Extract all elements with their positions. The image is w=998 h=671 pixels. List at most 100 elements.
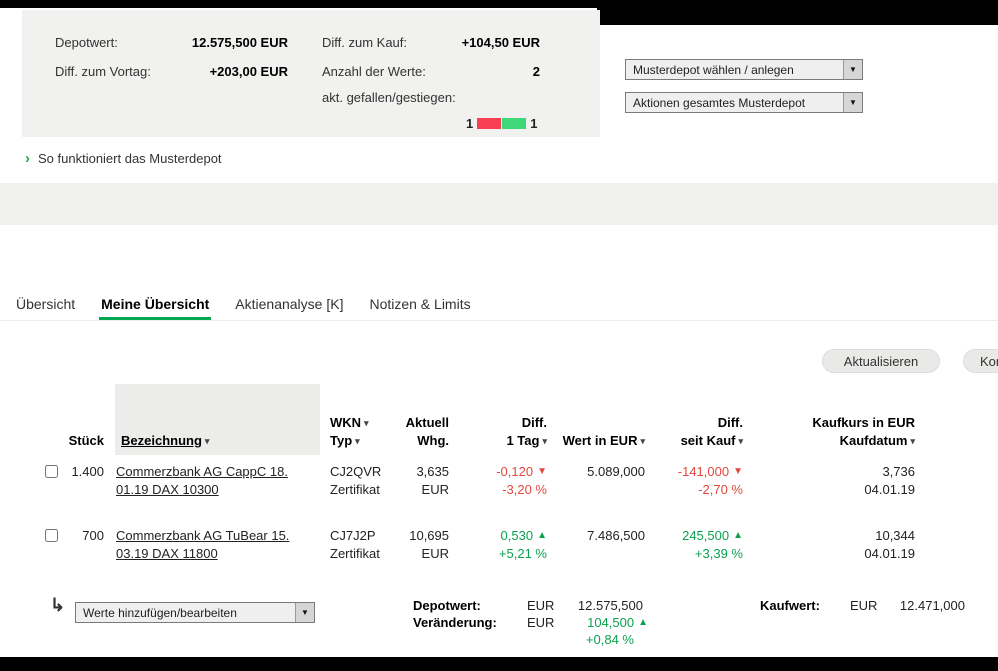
risen-bar (502, 118, 527, 129)
diff-kauf-pct: -2,70 % (698, 482, 743, 497)
wkn-value: CJ2QVR (330, 464, 382, 479)
tab-notizen-limits[interactable]: Notizen & Limits (369, 296, 471, 312)
header-kaufdatum-label[interactable]: Kaufdatum (839, 433, 908, 448)
diff-kauf-value: 245,500 (682, 528, 730, 543)
top-black-bar (0, 0, 998, 8)
anzahl-werte-value: 2 (532, 64, 540, 79)
kurs-value: 10,695 (409, 528, 449, 543)
row-checkbox[interactable] (45, 465, 58, 478)
diff-1tag-pct: -3,20 % (502, 482, 547, 497)
footer-depotwert-currency: EUR (527, 598, 555, 613)
tab-bar: Übersicht Meine Übersicht Aktienanalyse … (0, 292, 998, 321)
header-wert-in-eur[interactable]: Wert in EUR ▾ (547, 384, 645, 455)
typ-value: Zertifikat (330, 546, 380, 561)
diff-1tag-pct: +5,21 % (498, 546, 547, 561)
depotwert-label: Depotwert: (55, 35, 118, 50)
instrument-link[interactable]: 03.19 DAX 11800 (116, 546, 218, 561)
top-right-black-bar (597, 0, 998, 25)
header-aktuell-label: Aktuell (405, 415, 449, 430)
kaufkurs-value: 10,344 (875, 528, 915, 543)
sort-icon: ▾ (640, 436, 645, 446)
stueck-cell: 1.400 (71, 464, 104, 479)
table-row: 1.400 Commerzbank AG CappC 18. 01.19 DAX… (0, 455, 998, 519)
diff-1tag-cell: -0,120 ▼ -3,20 % (449, 463, 547, 499)
instrument-link[interactable]: Commerzbank AG CappC 18. (116, 464, 288, 479)
table-header-row: Stück Bezeichnung ▾ WKN ▾ Typ ▾ Aktu (0, 384, 998, 455)
header-kaufkurs-label: Kaufkurs in EUR (812, 415, 915, 430)
footer-kaufwert-label: Kaufwert: (760, 598, 820, 613)
footer-veraenderung-label: Veränderung: (413, 615, 497, 630)
sort-icon: ▾ (355, 436, 360, 446)
sort-icon: ▾ (910, 436, 915, 446)
refresh-button[interactable]: Aktualisieren (822, 349, 940, 373)
bottom-black-bar (0, 657, 998, 671)
wkn-value: CJ7J2P (330, 528, 376, 543)
depot-table: Stück Bezeichnung ▾ WKN ▾ Typ ▾ Aktu (0, 384, 998, 583)
wkn-typ-cell: CJ7J2P Zertifikat (320, 527, 404, 563)
wert-cell: 7.486,500 (547, 527, 645, 563)
header-bezeichnung[interactable]: Bezeichnung ▾ (115, 384, 320, 455)
sort-icon: ▾ (738, 436, 743, 446)
stueck-cell: 700 (82, 528, 104, 543)
diff-seit-kauf-cell: 245,500 ▲ +3,39 % (645, 527, 743, 563)
diff-kauf-label: Diff. zum Kauf: (322, 35, 408, 50)
row-checkbox-cell (22, 527, 58, 563)
fallen-bar (477, 118, 502, 129)
header-diff-seit-kauf[interactable]: Diff. seit Kauf ▾ (645, 384, 743, 455)
header-kaufkurs-kaufdatum[interactable]: Kaufkurs in EUR Kaufdatum ▾ (743, 384, 915, 455)
diff-1tag-value: -0,120 (496, 464, 534, 479)
musterdepot-select-value: Musterdepot wählen / anlegen (633, 63, 794, 77)
header-diff-1tag[interactable]: Diff. 1 Tag ▾ (449, 384, 547, 455)
footer-depotwert-label: Depotwert: (413, 598, 481, 613)
diff-kauf-value: -141,000 (677, 464, 730, 479)
up-arrow-icon: ▲ (537, 530, 547, 541)
kaufdatum-value: 04.01.19 (864, 546, 915, 561)
header-wkn-label[interactable]: WKN (330, 415, 362, 430)
tab-aktienanalyse[interactable]: Aktienanalyse [K] (235, 296, 344, 312)
werte-actions-select[interactable]: Werte hinzufügen/bearbeiten ▼ (75, 602, 315, 623)
werte-actions-select-value: Werte hinzufügen/bearbeiten (83, 606, 237, 620)
wert-cell: 5.089,000 (547, 463, 645, 499)
instrument-link[interactable]: 01.19 DAX 10300 (116, 482, 219, 497)
header-bezeichnung-label[interactable]: Bezeichnung (121, 433, 202, 448)
dropdown-arrow-icon[interactable]: ▼ (843, 60, 862, 79)
musterdepot-select[interactable]: Musterdepot wählen / anlegen ▼ (625, 59, 863, 80)
aktionen-select[interactable]: Aktionen gesamtes Musterdepot ▼ (625, 92, 863, 113)
diff-kauf-pct: +3,39 % (694, 546, 743, 561)
header-typ-label[interactable]: Typ (330, 433, 353, 448)
tab-uebersicht[interactable]: Übersicht (16, 296, 76, 312)
footer-veraenderung-value: 104,500 (587, 615, 635, 630)
header-diff2-label: Diff. (717, 415, 743, 430)
header-wert-label[interactable]: Wert in EUR (562, 433, 638, 448)
depotwert-value: 12.575,500 EUR (191, 35, 288, 50)
wkn-typ-cell: CJ2QVR Zertifikat (320, 463, 404, 499)
musterdepot-info-link[interactable]: › So funktioniert das Musterdepot (25, 151, 222, 166)
wert-value: 7.486,500 (587, 528, 645, 543)
instrument-link[interactable]: Commerzbank AG TuBear 15. (116, 528, 290, 543)
header-1tag-label[interactable]: 1 Tag (506, 433, 540, 448)
up-arrow-icon: ▲ (733, 530, 743, 541)
down-arrow-icon: ▼ (537, 466, 547, 477)
aktuell-cell: 10,695 EUR (404, 527, 449, 563)
row-checkbox[interactable] (45, 529, 58, 542)
row-checkbox-cell (22, 463, 58, 499)
footer-depotwert-value: 12.575,500 (577, 598, 643, 613)
whg-value: EUR (421, 482, 449, 497)
footer-veraenderung-currency: EUR (527, 615, 555, 630)
header-wkn-typ[interactable]: WKN ▾ Typ ▾ (320, 384, 404, 455)
kaufdatum-value: 04.01.19 (864, 482, 915, 497)
typ-value: Zertifikat (330, 482, 380, 497)
gefallen-gestiegen-label: akt. gefallen/gestiegen: (322, 90, 456, 105)
kaufkurs-cell: 10,344 04.01.19 (743, 527, 915, 563)
dropdown-arrow-icon[interactable]: ▼ (295, 603, 314, 622)
kurs-value: 3,635 (416, 464, 449, 479)
diff-vortag-value: +203,00 EUR (209, 64, 288, 79)
tab-meine-uebersicht[interactable]: Meine Übersicht (99, 292, 212, 320)
clipped-right-button[interactable]: Kon (963, 349, 998, 373)
dropdown-arrow-icon[interactable]: ▼ (843, 93, 862, 112)
sort-icon: ▾ (204, 436, 210, 446)
diff-1tag-cell: 0,530 ▲ +5,21 % (449, 527, 547, 563)
header-seit-kauf-label[interactable]: seit Kauf (680, 433, 736, 448)
bezeichnung-cell: Commerzbank AG CappC 18. 01.19 DAX 10300 (104, 463, 320, 499)
gray-band (0, 183, 998, 225)
